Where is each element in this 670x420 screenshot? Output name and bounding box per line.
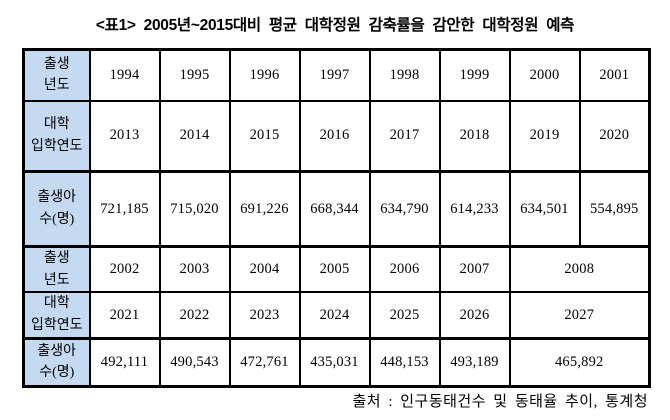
table-value-cell: 1994 xyxy=(88,48,161,102)
row-header-cell: 출생 년도 xyxy=(22,48,91,102)
table-row: 대학 입학연도 2013 2014 2015 2016 2017 2018 2019 2020 xyxy=(22,99,651,173)
row-header-cell: 출생아 수(명) xyxy=(22,337,91,388)
table-value-cell: 2022 xyxy=(158,291,231,340)
table-value-cell: 2002 xyxy=(88,245,161,294)
table-value-cell: 2007 xyxy=(438,245,511,294)
table-value-cell: 2005 xyxy=(298,245,371,294)
table-row: 출생아 수(명) 721,185 715,020 691,226 668,344 634,… xyxy=(22,170,651,248)
table-value-cell: 2003 xyxy=(158,245,231,294)
source-note: 출처 : 인구동태건수 및 동태율 추이, 통계청 xyxy=(352,394,648,410)
table-row: 출생 년도 1994 1995 1996 1997 1998 1999 2000 2001 xyxy=(22,48,651,102)
data-table-body: 출생 년도 1994 1995 1996 1997 1998 1999 2000 2001 대학 … xyxy=(22,48,651,388)
table-row: 대학 입학연도 2021 2022 2023 2024 2025 2026 2027 xyxy=(22,291,651,340)
table-title: <표1> 2005년~2015대비 평균 대학정원 감축률을 감안한 대학정원 … xyxy=(95,17,575,34)
birth-projection-table: 출생 년도 1994 1995 1996 1997 1998 1999 2000 2001 대학 … xyxy=(22,48,651,388)
table-value-cell: 465,892 xyxy=(508,337,651,388)
table-value-cell: 448,153 xyxy=(368,337,441,388)
table-value-cell: 2027 xyxy=(508,291,651,340)
table-row: 출생아 수(명) 492,111 490,543 472,761 435,031 448,… xyxy=(22,337,651,388)
table-value-cell: 492,111 xyxy=(88,337,161,388)
table-value-cell: 2024 xyxy=(298,291,371,340)
table-value-cell: 1996 xyxy=(228,48,301,102)
row-header-cell: 대학 입학연도 xyxy=(22,291,91,340)
table-value-cell: 2016 xyxy=(298,99,371,173)
table-value-cell: 691,226 xyxy=(228,170,301,248)
table-value-cell: 2025 xyxy=(368,291,441,340)
table-value-cell: 2006 xyxy=(368,245,441,294)
table-value-cell: 668,344 xyxy=(298,170,371,248)
table-value-cell: 490,543 xyxy=(158,337,231,388)
table-value-cell: 2004 xyxy=(228,245,301,294)
table-value-cell: 634,501 xyxy=(508,170,581,248)
table-row: 출생 년도 2002 2003 2004 2005 2006 2007 2008 xyxy=(22,245,651,294)
row-header-cell: 출생아 수(명) xyxy=(22,170,91,248)
table-value-cell: 1995 xyxy=(158,48,231,102)
table-value-cell: 634,790 xyxy=(368,170,441,248)
table-value-cell: 1997 xyxy=(298,48,371,102)
table-value-cell: 2021 xyxy=(88,291,161,340)
row-header-cell: 대학 입학연도 xyxy=(22,99,91,173)
table-value-cell: 2000 xyxy=(508,48,581,102)
table-value-cell: 435,031 xyxy=(298,337,371,388)
table-value-cell: 2018 xyxy=(438,99,511,173)
table-value-cell: 554,895 xyxy=(578,170,651,248)
table-value-cell: 2013 xyxy=(88,99,161,173)
table-value-cell: 2019 xyxy=(508,99,581,173)
table-value-cell: 2026 xyxy=(438,291,511,340)
table-value-cell: 2014 xyxy=(158,99,231,173)
row-header-cell: 출생 년도 xyxy=(22,245,91,294)
table-value-cell: 2001 xyxy=(578,48,651,102)
table-value-cell: 614,233 xyxy=(438,170,511,248)
table-value-cell: 493,189 xyxy=(438,337,511,388)
table-value-cell: 721,185 xyxy=(88,170,161,248)
table-value-cell: 2017 xyxy=(368,99,441,173)
table-value-cell: 2015 xyxy=(228,99,301,173)
table-value-cell: 1999 xyxy=(438,48,511,102)
table-value-cell: 715,020 xyxy=(158,170,231,248)
table-value-cell: 2008 xyxy=(508,245,651,294)
table-value-cell: 472,761 xyxy=(228,337,301,388)
table-value-cell: 2023 xyxy=(228,291,301,340)
table-value-cell: 1998 xyxy=(368,48,441,102)
table-value-cell: 2020 xyxy=(578,99,651,173)
